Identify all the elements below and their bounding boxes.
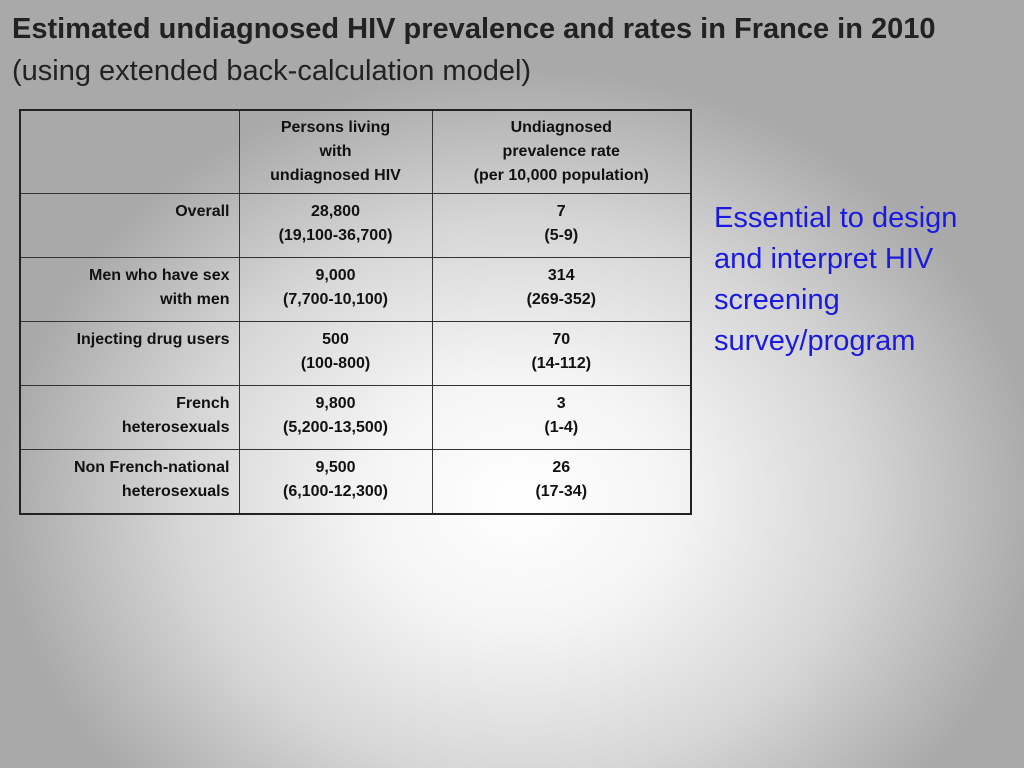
rate-value: 70 [552, 331, 571, 348]
side-note-line: survey/program [714, 325, 916, 357]
table-row: Overall 28,800 (19,100-36,700) 7 (5-9) [19, 193, 692, 258]
table-row: Non French-national heterosexuals 9,500 … [19, 449, 692, 515]
persons-value: 28,800 [311, 203, 360, 220]
rate-ci: (17-34) [535, 483, 588, 500]
persons-ci: (100-800) [300, 355, 371, 372]
side-note: Essential to design and interpret HIV sc… [714, 198, 1014, 362]
header-line: with [319, 143, 352, 160]
row-label: Overall [19, 193, 240, 258]
rate-ci: (14-112) [531, 355, 592, 372]
row-label-line: Injecting drug users [76, 331, 230, 348]
row-label-line: heterosexuals [121, 483, 230, 500]
header-line: (per 10,000 population) [473, 167, 649, 184]
persons-value: 500 [322, 331, 349, 348]
rate-cell: 70 (14-112) [431, 321, 692, 386]
rate-ci: (5-9) [544, 227, 579, 244]
header-line: prevalence rate [502, 143, 620, 160]
row-label-line: Men who have sex [89, 267, 230, 284]
persons-cell: 28,800 (19,100-36,700) [238, 193, 433, 258]
persons-ci: (19,100-36,700) [278, 227, 393, 244]
rate-cell: 26 (17-34) [431, 449, 692, 515]
row-label: French heterosexuals [19, 385, 240, 450]
rate-value: 314 [547, 267, 575, 284]
persons-ci: (7,700-10,100) [283, 291, 388, 308]
row-label: Men who have sex with men [19, 257, 240, 322]
persons-value: 9,000 [315, 267, 356, 284]
rate-ci: (1-4) [544, 419, 579, 436]
header-line: Undiagnosed [510, 119, 612, 136]
side-note-line: and interpret HIV [714, 243, 934, 275]
rate-value: 26 [552, 459, 571, 476]
row-label: Non French-national heterosexuals [19, 449, 240, 515]
persons-cell: 9,500 (6,100-12,300) [238, 449, 433, 515]
row-label-line: with men [160, 291, 230, 308]
hiv-prevalence-table: Persons living with undiagnosed HIV Undi… [19, 109, 692, 515]
slide-title-main: Estimated undiagnosed HIV prevalence and… [12, 13, 936, 45]
header-line: undiagnosed HIV [270, 167, 401, 184]
rate-cell: 7 (5-9) [431, 193, 692, 258]
slide-title: Estimated undiagnosed HIV prevalence and… [12, 8, 1017, 92]
header-prevalence-rate: Undiagnosed prevalence rate (per 10,000 … [431, 109, 692, 194]
persons-value: 9,500 [315, 459, 356, 476]
rate-value: 3 [556, 395, 566, 412]
persons-ci: (5,200-13,500) [283, 419, 388, 436]
rate-value: 7 [556, 203, 566, 220]
rate-cell: 3 (1-4) [431, 385, 692, 450]
table-row: Men who have sex with men 9,000 (7,700-1… [19, 257, 692, 322]
side-note-line: screening [714, 284, 840, 316]
header-persons-living: Persons living with undiagnosed HIV [238, 109, 433, 194]
table-row: French heterosexuals 9,800 (5,200-13,500… [19, 385, 692, 450]
rate-ci: (269-352) [526, 291, 596, 308]
persons-value: 9,800 [315, 395, 356, 412]
table-header-row: Persons living with undiagnosed HIV Undi… [19, 109, 692, 194]
side-note-line: Essential to design [714, 202, 958, 234]
table-row: Injecting drug users 500 (100-800) 70 (1… [19, 321, 692, 386]
header-line: Persons living [280, 119, 391, 136]
header-empty-cell [19, 109, 240, 194]
row-label-line: Overall [175, 203, 230, 220]
row-label: Injecting drug users [19, 321, 240, 386]
row-label-line: heterosexuals [121, 419, 230, 436]
slide-title-subtitle: (using extended back-calculation model) [12, 55, 532, 87]
persons-cell: 9,000 (7,700-10,100) [238, 257, 433, 322]
persons-ci: (6,100-12,300) [283, 483, 388, 500]
row-label-line: French [176, 395, 230, 412]
persons-cell: 9,800 (5,200-13,500) [238, 385, 433, 450]
persons-cell: 500 (100-800) [238, 321, 433, 386]
rate-cell: 314 (269-352) [431, 257, 692, 322]
row-label-line: Non French-national [73, 459, 230, 476]
